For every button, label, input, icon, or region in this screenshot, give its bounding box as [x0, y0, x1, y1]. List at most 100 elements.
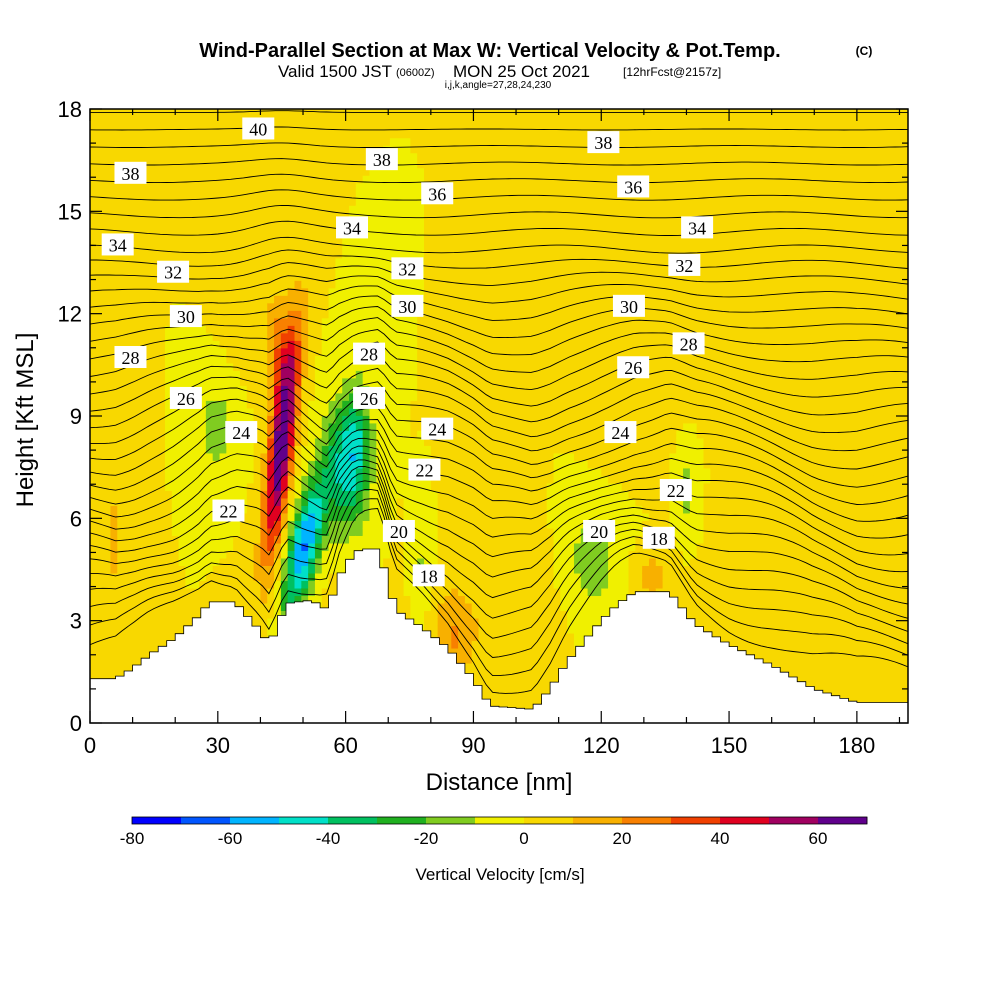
- field-cell: [335, 542, 343, 551]
- field-cell: [287, 400, 296, 409]
- field-cell: [349, 460, 357, 469]
- field-cell: [389, 587, 398, 597]
- field-cell: [199, 235, 207, 244]
- field-cell: [471, 527, 480, 536]
- field-cell: [171, 115, 180, 124]
- field-cell: [430, 632, 439, 642]
- field-cell: [103, 655, 112, 664]
- field-cell: [492, 280, 500, 289]
- field-cell: [383, 205, 391, 214]
- field-cell: [130, 565, 139, 574]
- field-cell: [349, 182, 357, 191]
- field-cell: [171, 527, 180, 536]
- field-cell: [137, 580, 146, 589]
- field-cell: [464, 122, 473, 131]
- field-cell: [492, 490, 500, 499]
- field-cell: [287, 527, 296, 536]
- field-cell: [246, 490, 255, 499]
- field-cell: [239, 317, 248, 326]
- field-cell: [110, 407, 118, 416]
- field-cell: [185, 190, 193, 199]
- field-cell: [499, 572, 507, 582]
- field-cell: [219, 572, 227, 582]
- field-cell: [308, 385, 316, 394]
- field-cell: [110, 205, 118, 214]
- field-cell: [205, 580, 214, 589]
- field-cell: [164, 392, 173, 401]
- field-cell: [219, 467, 227, 476]
- field-cell: [130, 557, 139, 566]
- field-cell: [314, 310, 323, 319]
- field-cell: [280, 250, 289, 259]
- field-cell: [274, 580, 282, 589]
- field-cell: [485, 167, 493, 176]
- field-cell: [376, 542, 384, 551]
- field-cell: [171, 542, 180, 551]
- field-cell: [301, 265, 309, 274]
- field-cell: [424, 340, 432, 349]
- field-cell: [321, 220, 330, 229]
- field-cell: [219, 280, 227, 289]
- field-cell: [342, 242, 350, 251]
- field-cell: [478, 422, 486, 431]
- field-cell: [137, 130, 146, 139]
- field-cell: [410, 430, 418, 439]
- field-cell: [212, 242, 221, 251]
- field-cell: [492, 512, 500, 521]
- field-cell: [458, 647, 466, 657]
- field-cell: [233, 160, 241, 169]
- field-cell: [239, 550, 248, 559]
- field-cell: [124, 325, 132, 334]
- field-cell: [280, 385, 289, 394]
- field-cell: [144, 512, 152, 521]
- field-cell: [260, 505, 268, 514]
- field-cell: [103, 662, 112, 672]
- field-cell: [451, 587, 459, 597]
- field-cell: [451, 602, 459, 612]
- field-cell: [117, 640, 125, 649]
- field-cell: [478, 460, 486, 469]
- field-cell: [226, 182, 234, 191]
- field-cell: [430, 280, 439, 289]
- chart-title-unit: (C): [856, 44, 873, 58]
- field-cell: [437, 287, 446, 296]
- field-cell: [424, 520, 432, 529]
- field-cell: [280, 310, 289, 319]
- field-cell: [90, 130, 98, 139]
- field-cell: [376, 332, 384, 341]
- field-cell: [430, 137, 439, 146]
- field-cell: [130, 197, 139, 206]
- field-cell: [464, 467, 473, 476]
- field-cell: [451, 317, 459, 326]
- field-cell: [117, 400, 125, 409]
- field-cell: [239, 580, 248, 589]
- field-cell: [335, 130, 343, 139]
- field-cell: [287, 362, 296, 371]
- field-cell: [389, 572, 398, 582]
- field-cell: [321, 332, 330, 341]
- field-cell: [144, 122, 152, 131]
- field-cell: [335, 332, 343, 341]
- field-cell: [164, 130, 173, 139]
- field-cell: [110, 280, 118, 289]
- field-cell: [430, 512, 439, 521]
- field-cell: [90, 445, 98, 454]
- field-cell: [355, 295, 364, 304]
- field-cell: [396, 407, 405, 416]
- field-cell: [301, 280, 309, 289]
- field-cell: [212, 445, 221, 454]
- field-cell: [178, 407, 187, 416]
- field-cell: [267, 242, 275, 251]
- field-cell: [403, 542, 411, 551]
- field-cell: [192, 115, 200, 124]
- field-cell: [437, 265, 446, 274]
- field-cell: [451, 257, 459, 266]
- field-cell: [383, 497, 391, 506]
- field-cell: [212, 595, 221, 604]
- field-cell: [389, 362, 398, 371]
- field-cell: [117, 625, 125, 634]
- field-cell: [151, 460, 159, 469]
- field-cell: [444, 137, 452, 146]
- field-cell: [219, 445, 227, 454]
- field-cell: [137, 280, 146, 289]
